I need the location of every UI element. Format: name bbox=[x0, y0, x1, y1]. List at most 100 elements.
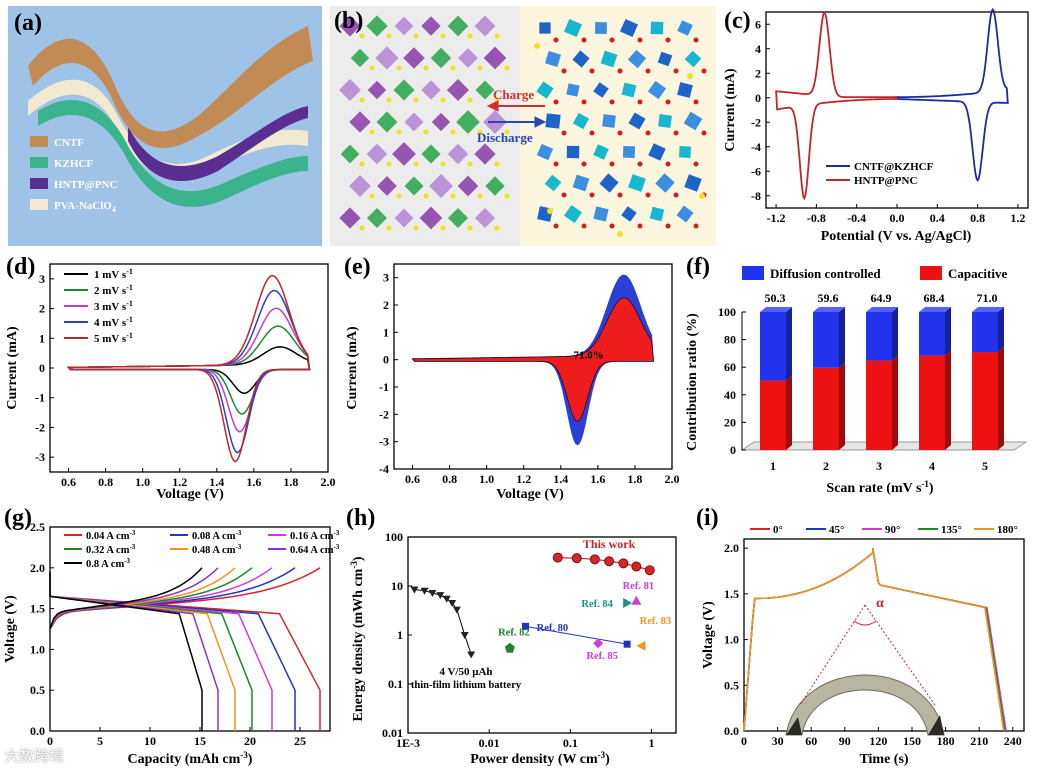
legend-cntf: CNTF bbox=[54, 137, 84, 149]
discharge-curve bbox=[49, 571, 321, 731]
x-tick-label: -0.8 bbox=[807, 211, 826, 225]
x-tick-label: 0.6 bbox=[405, 472, 420, 486]
x-tick-label: 1.2 bbox=[172, 475, 187, 489]
polyhedron bbox=[545, 113, 561, 129]
polyhedron bbox=[650, 21, 664, 35]
x-tick-label: 5 bbox=[97, 734, 103, 748]
battery-line bbox=[414, 589, 472, 655]
sodium-atom bbox=[369, 129, 375, 135]
polyhedron bbox=[340, 144, 360, 164]
y-tick-label: 40 bbox=[724, 388, 736, 402]
polyhedron bbox=[593, 144, 609, 160]
y-tick-label: 2 bbox=[39, 302, 45, 316]
legend-pva: PVA-NaClO4 bbox=[54, 200, 116, 214]
y-axis-label: Current (mA) bbox=[345, 326, 360, 410]
polyhedron bbox=[563, 18, 583, 38]
polyhedron bbox=[485, 176, 505, 196]
y-tick-label: -4 bbox=[379, 462, 389, 476]
oxygen-atom bbox=[665, 99, 671, 105]
y-tick-label: 20 bbox=[724, 415, 736, 429]
legend-swatch-kzhcf bbox=[30, 157, 48, 168]
oxygen-atom bbox=[701, 130, 707, 136]
sodium-atom bbox=[467, 33, 473, 39]
capacitive-area bbox=[411, 297, 654, 422]
x-tick-label: 0.8 bbox=[970, 211, 985, 225]
angle-line-right bbox=[864, 604, 936, 706]
legend-swatch-capacitive bbox=[920, 266, 942, 280]
bar-top bbox=[919, 307, 951, 312]
cv-line-hntp-pnc bbox=[775, 11, 899, 201]
polyhedron bbox=[647, 80, 667, 100]
polyhedron bbox=[393, 79, 415, 101]
gcd-curve-3 bbox=[743, 547, 1006, 732]
bar-capacitive bbox=[866, 360, 892, 450]
y-tick-label: 2.0 bbox=[724, 541, 739, 555]
sodium-atom bbox=[359, 97, 365, 103]
oxygen-atom bbox=[553, 161, 559, 167]
x-tick-label: 3 bbox=[876, 459, 882, 473]
capacitive-annotation: 71.0% bbox=[573, 349, 603, 361]
bar-diffusion bbox=[760, 312, 786, 381]
x-tick-label: 30 bbox=[772, 734, 784, 748]
oxygen-atom bbox=[645, 68, 651, 74]
battery-label-line2: thin-film lithium battery bbox=[411, 680, 522, 691]
polyhedron bbox=[447, 15, 469, 37]
polyhedron bbox=[619, 18, 639, 38]
oxygen-atom bbox=[609, 223, 615, 229]
sodium-atom bbox=[494, 225, 500, 231]
y-tick-label: 0 bbox=[39, 361, 45, 375]
oxygen-atom bbox=[553, 37, 559, 43]
polyhedron bbox=[677, 82, 693, 98]
sodium-atom bbox=[687, 73, 693, 79]
bar-capacitive-side bbox=[786, 375, 792, 450]
polyhedron bbox=[458, 48, 478, 68]
y-tick-label: -8 bbox=[751, 189, 761, 203]
sodium-atom bbox=[359, 33, 365, 39]
x-axis-label: Power density (W cm-3) bbox=[470, 750, 610, 767]
legend-label: 4 mV s-1 bbox=[94, 315, 133, 329]
y-tick-label: 2.0 bbox=[30, 561, 45, 575]
bar-data-label: 71.0 bbox=[977, 291, 998, 305]
polyhedron bbox=[366, 143, 388, 165]
sodium-atom bbox=[413, 97, 419, 103]
x-tick-label: 240 bbox=[1004, 734, 1022, 748]
oxygen-atom bbox=[617, 68, 623, 74]
legend-label: 0.64 A cm-3 bbox=[290, 543, 340, 556]
bar-diffusion bbox=[866, 312, 892, 361]
gcd-curve-1 bbox=[743, 547, 1006, 732]
panel-d: 0.6 0.8 1.0 1.2 1.4 1.6 1.8 2.0 -3 -2 -1 0 1 2 3 Curren… bbox=[0, 252, 340, 504]
sodium-atom bbox=[386, 33, 392, 39]
plot-frame bbox=[743, 538, 1025, 732]
oxygen-atom bbox=[581, 99, 587, 105]
polyhedron bbox=[483, 46, 507, 70]
bar-diffusion bbox=[919, 312, 945, 356]
oxygen-atom bbox=[637, 99, 643, 105]
sodium-atom bbox=[467, 225, 473, 231]
sodium-atom bbox=[617, 231, 623, 237]
oxygen-atom bbox=[609, 37, 615, 43]
legend-label: 0.04 A cm-3 bbox=[86, 529, 136, 542]
oxygen-atom bbox=[637, 37, 643, 43]
panel-g: 0 5 10 15 20 25 0.0 0.5 1.0 1.5 2.0 2.5 Voltage (V) C… bbox=[0, 505, 340, 770]
polyhedron bbox=[572, 50, 590, 68]
gcd-curve-0 bbox=[743, 547, 1005, 732]
y-tick-label: 1 bbox=[397, 628, 403, 642]
bar-capacitive-side bbox=[998, 347, 1004, 450]
battery-point bbox=[442, 595, 451, 603]
this-work-point bbox=[618, 558, 629, 569]
layer-cntf bbox=[28, 26, 313, 149]
oxygen-atom bbox=[645, 130, 651, 136]
x-tick-label: 15 bbox=[194, 734, 206, 748]
oxygen-atom bbox=[581, 223, 587, 229]
panel-a: CNTF KZHCF HNTP@PNC PVA-NaClO4 (a) bbox=[8, 6, 322, 246]
x-tick-label: 180 bbox=[937, 734, 955, 748]
x-axis-label: Voltage (V) bbox=[156, 487, 224, 502]
cv-line-cntf-kzhcf bbox=[895, 7, 1009, 182]
polyhedron bbox=[367, 80, 387, 100]
polyhedron bbox=[627, 49, 647, 69]
oxygen-atom bbox=[645, 192, 651, 198]
y-tick-label: 0 bbox=[730, 443, 736, 457]
oxygen-atom bbox=[561, 68, 567, 74]
ref81-label: Ref. 81 bbox=[623, 581, 655, 592]
oxygen-atom bbox=[693, 161, 699, 167]
